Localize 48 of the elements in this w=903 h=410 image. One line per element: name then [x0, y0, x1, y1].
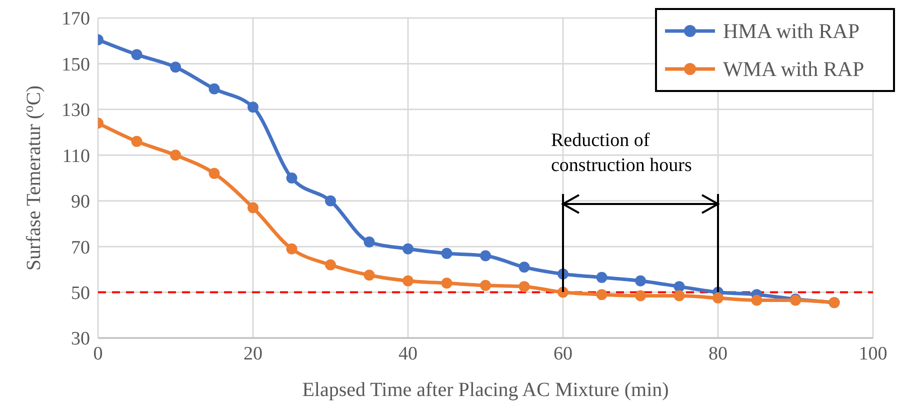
point	[674, 281, 685, 292]
point	[480, 280, 491, 291]
y-tick-label: 110	[62, 146, 90, 167]
point	[635, 275, 646, 286]
point	[208, 168, 220, 179]
point	[208, 83, 220, 94]
y-tick-label: 90	[71, 192, 90, 213]
annotation: Reduction of construction hours	[551, 129, 693, 178]
point	[286, 172, 298, 184]
point	[364, 270, 375, 281]
point	[131, 49, 142, 60]
y-tick-label: 70	[71, 237, 90, 258]
point	[635, 290, 646, 302]
x-tick-label: 80	[708, 343, 728, 364]
point	[596, 289, 608, 300]
point	[596, 272, 608, 283]
point	[170, 150, 181, 161]
x-tick-label: 100	[858, 343, 888, 364]
y-tick-label: 170	[62, 8, 90, 30]
point	[402, 275, 414, 286]
point	[712, 292, 724, 304]
x-tick-label: 20	[244, 343, 262, 364]
point	[325, 259, 336, 270]
point	[131, 136, 142, 147]
legend-label: HMA with RAP	[722, 18, 861, 44]
point	[751, 294, 762, 306]
y-tick-label: 130	[62, 100, 90, 122]
point	[286, 243, 298, 254]
x-tick-label: 60	[554, 343, 572, 364]
y-tick-label: 50	[71, 283, 90, 304]
y-tick-label: 30	[71, 328, 90, 350]
point	[441, 278, 452, 289]
point	[518, 281, 530, 292]
point	[248, 102, 258, 113]
point	[518, 262, 530, 273]
point	[402, 243, 414, 254]
x-tick-label: 40	[398, 343, 418, 364]
x-tick-label: 0	[93, 343, 103, 364]
point	[364, 236, 375, 248]
point	[325, 195, 336, 206]
legend-label: WMA with RAP	[722, 56, 866, 82]
point	[170, 62, 181, 73]
point	[480, 250, 491, 262]
x-axis-title: Elapsed Time after Placing AC Mixture (min)	[302, 379, 669, 401]
point	[674, 290, 685, 302]
point	[441, 248, 452, 259]
y-tick-label: 150	[62, 54, 90, 76]
point	[248, 202, 258, 214]
